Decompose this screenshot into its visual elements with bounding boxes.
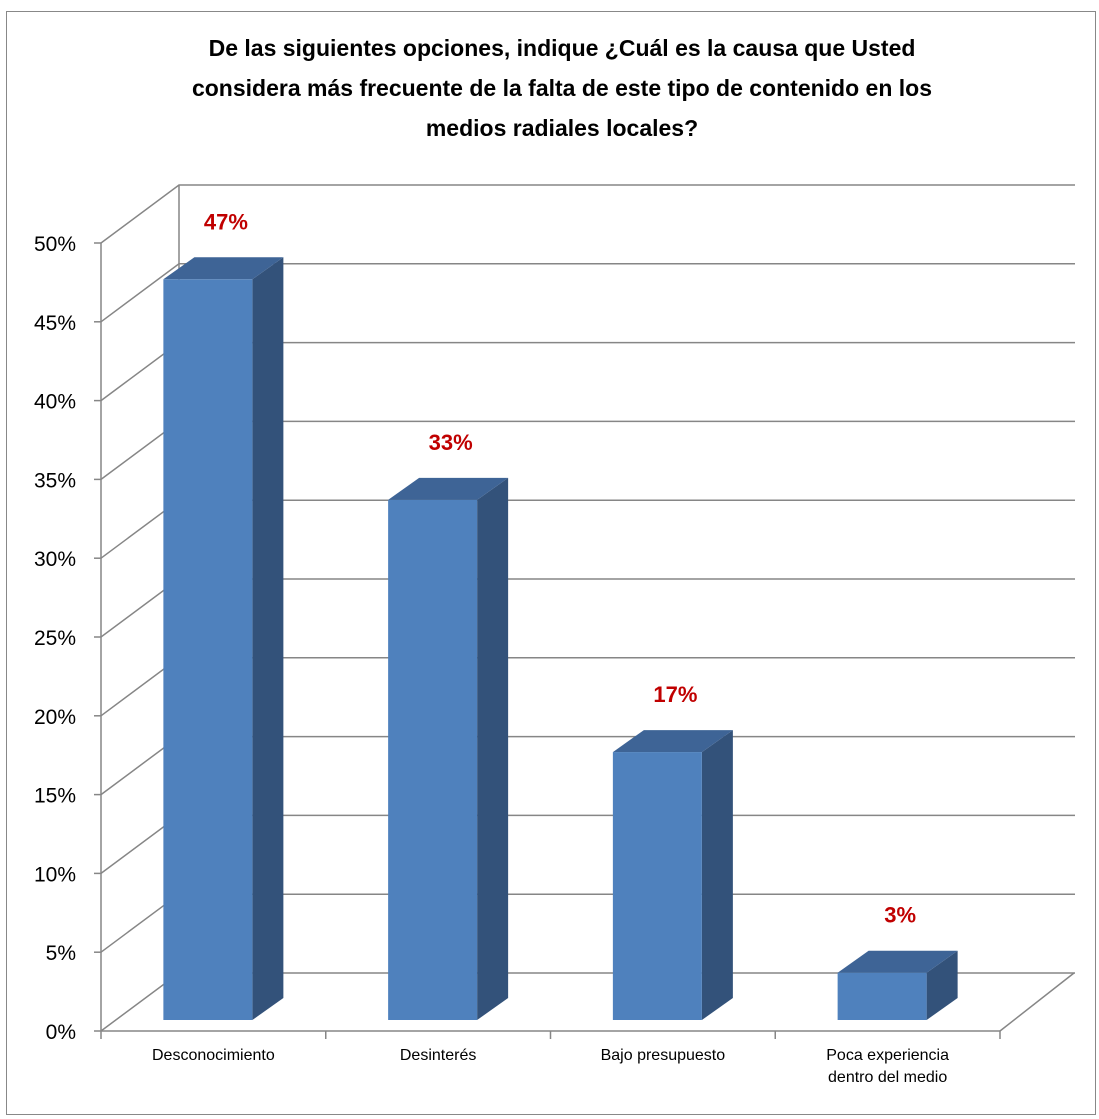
bar-side	[926, 950, 958, 1020]
chart-title-line-1: De las siguientes opciones, indique ¿Cuá…	[209, 35, 916, 61]
bar-side	[701, 730, 733, 1020]
bar-top	[163, 257, 284, 280]
y-tick-label: 50%	[34, 233, 76, 256]
gridline	[100, 263, 1075, 323]
y-tick-label: 30%	[34, 548, 76, 571]
chart-title: De las siguientes opciones, indique ¿Cuá…	[192, 35, 932, 141]
data-label: 3%	[884, 903, 916, 928]
y-tick-label: 20%	[34, 706, 76, 729]
x-category-label: Desconocimiento	[152, 1047, 275, 1064]
data-label: 33%	[429, 430, 473, 455]
y-tick-label: 10%	[34, 863, 76, 886]
bar-side	[252, 257, 284, 1020]
chart-title-line-3: medios radiales locales?	[426, 115, 698, 141]
y-tick-label: 35%	[34, 469, 76, 492]
x-category-label: Bajo presupuesto	[601, 1047, 726, 1064]
bar	[388, 499, 478, 1020]
chart-title-line-2: considera más frecuente de la falta de e…	[192, 75, 932, 101]
bar	[837, 972, 927, 1020]
bar-side	[477, 477, 509, 1020]
x-category-label: Desinterés	[400, 1047, 476, 1064]
y-tick-label: 15%	[34, 785, 76, 808]
floor-right-edge	[999, 972, 1075, 1032]
bar-top	[612, 730, 733, 753]
axes	[94, 242, 1075, 1039]
x-category-label: dentro del medio	[828, 1069, 947, 1086]
bar	[163, 279, 253, 1020]
gridline	[100, 184, 1075, 244]
y-tick-label: 25%	[34, 627, 76, 650]
bar	[612, 752, 702, 1020]
labels: 0% 5% 10% 15% 20% 25% 30% 35% 40% 45% 50% 47% Descon…	[34, 209, 949, 1086]
y-tick-label: 0%	[46, 1021, 76, 1044]
bars	[163, 257, 958, 1020]
y-tick-label: 45%	[34, 312, 76, 335]
bar-top	[837, 950, 958, 973]
data-label: 47%	[204, 209, 248, 234]
x-category-label: Poca experiencia	[826, 1047, 949, 1064]
y-tick-label: 5%	[46, 942, 76, 965]
data-label: 17%	[653, 682, 697, 707]
y-tick-label: 40%	[34, 391, 76, 414]
bar-top	[388, 477, 509, 500]
